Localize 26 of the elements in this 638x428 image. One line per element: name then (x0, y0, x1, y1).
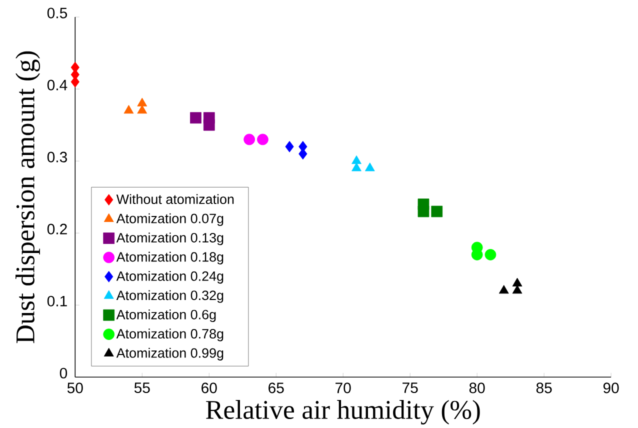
x-tick-label: 90 (603, 382, 619, 394)
legend-label: Atomization 0.13g (116, 232, 224, 246)
x-tick-label: 55 (134, 382, 150, 393)
y-tick-label: 0.1 (47, 296, 67, 306)
legend-label: Atomization 0.18g (116, 252, 224, 264)
x-tick-label: 75 (402, 382, 418, 393)
x-tick-label: 50 (67, 382, 83, 394)
legend-label: Atomization 0.32g (116, 290, 224, 303)
legend-label: Atomization 0.24g (116, 270, 224, 284)
legend-label: Atomization 0.6g (116, 309, 216, 322)
y-tick-label: 0 (60, 368, 68, 378)
legend-label: Atomization 0.99g (116, 348, 224, 360)
x-tick-label: 80 (469, 382, 485, 394)
x-tick-label: 70 (336, 382, 351, 394)
legend-label: Without atomization (116, 194, 234, 204)
y-tick-label: 0.3 (47, 152, 67, 162)
y-tick-label: 0.5 (47, 8, 68, 18)
legend-label: Atomization 0.78g (116, 328, 224, 342)
x-tick-label: 65 (268, 382, 284, 394)
x-axis-title: Relative air humidity (%) (206, 400, 480, 424)
legend-label: Atomization 0.07g (116, 213, 224, 226)
y-axis-title: Dust dispersion amount (g) (16, 51, 40, 344)
x-tick-label: 60 (202, 382, 217, 394)
y-tick-label: 0.4 (47, 80, 68, 90)
x-tick-label: 85 (536, 382, 552, 394)
y-tick-label: 0.2 (47, 224, 67, 234)
